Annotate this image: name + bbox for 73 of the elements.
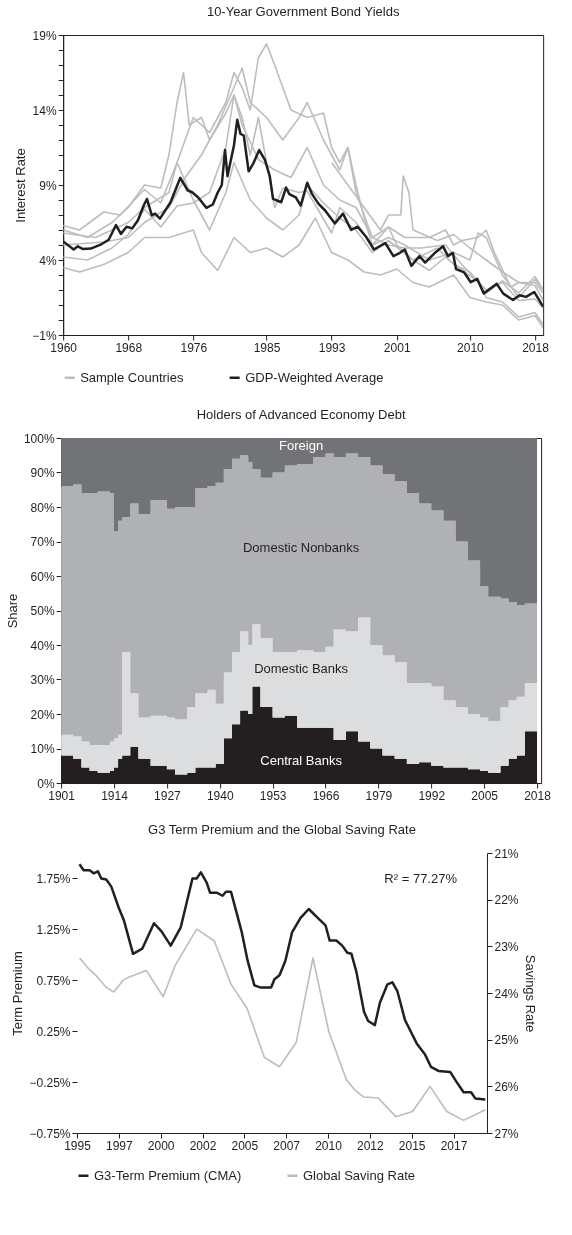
- x-tick-label: 2005: [471, 788, 499, 803]
- x-tick-label: 2001: [383, 340, 411, 355]
- annotation: R² = 77.27%: [384, 871, 458, 886]
- y2-tick-label: 26%: [494, 1079, 519, 1094]
- series-label: Domestic Banks: [254, 661, 349, 677]
- legend-label: G3-Term Premium (CMA): [93, 1167, 242, 1183]
- y-axis-title: Interest Rate: [13, 148, 29, 223]
- x-tick-label: 1985: [253, 340, 281, 355]
- y-axis-title: Term Premium: [10, 951, 26, 1036]
- chart-title: G3 Term Premium and the Global Saving Rate: [148, 822, 416, 837]
- y-tick-label: 20%: [30, 707, 55, 722]
- y-tick-label: 10%: [30, 742, 55, 756]
- series-label: Foreign: [279, 437, 324, 453]
- y-tick-label: 9%: [39, 178, 57, 193]
- y2-axis-title: Savings Rate: [522, 954, 538, 1033]
- x-tick-label: 1976: [180, 340, 208, 355]
- series-label: Central Banks: [260, 753, 343, 769]
- legend-label: Global Saving Rate: [302, 1167, 416, 1183]
- x-tick-label: 2010: [315, 1138, 343, 1153]
- y2-tick-label: 21%: [494, 846, 519, 861]
- x-tick-label: 1979: [365, 788, 393, 803]
- y-tick-label: −0.25%: [29, 1075, 71, 1090]
- y-tick-label: 14%: [32, 103, 57, 118]
- y2-tick-label: 23%: [494, 939, 519, 954]
- y-tick-label: −0.75%: [29, 1126, 71, 1141]
- y-tick-label: 100%: [23, 431, 55, 446]
- x-tick-label: 2002: [189, 1138, 217, 1153]
- y2-tick-label: 22%: [494, 893, 519, 908]
- x-tick-label: 2017: [440, 1138, 468, 1153]
- y2-tick-label: 27%: [494, 1126, 519, 1141]
- y-tick-label: 4%: [39, 253, 57, 268]
- y-tick-label: 0.25%: [36, 1024, 71, 1039]
- x-tick-label: 1953: [259, 788, 287, 803]
- x-tick-label: 2010: [457, 340, 485, 355]
- y-tick-label: 0%: [37, 776, 55, 791]
- x-tick-label: 2015: [398, 1138, 426, 1153]
- x-tick-label: 2000: [147, 1138, 175, 1153]
- x-tick-label: 1966: [312, 788, 340, 803]
- x-tick-label: 1993: [318, 340, 346, 355]
- x-tick-label: 1940: [206, 788, 234, 803]
- x-tick-label: 2012: [357, 1138, 385, 1153]
- y-tick-label: 60%: [30, 569, 55, 584]
- legend-label: GDP-Weighted Average: [245, 369, 384, 385]
- y-tick-label: 90%: [30, 466, 55, 480]
- y-axis-title: Share: [4, 593, 20, 629]
- y-tick-label: −1%: [32, 328, 57, 343]
- y2-tick-label: 25%: [494, 1033, 519, 1048]
- x-tick-label: 2018: [522, 340, 550, 355]
- chart-title: 10-Year Government Bond Yields: [206, 4, 400, 19]
- x-tick-label: 1992: [418, 788, 446, 803]
- series-label: Domestic Nonbanks: [242, 539, 360, 555]
- y-tick-label: 30%: [30, 673, 55, 687]
- x-tick-label: 1995: [64, 1138, 92, 1153]
- x-tick-label: 2005: [231, 1138, 259, 1153]
- y-tick-label: 19%: [32, 28, 57, 43]
- y-tick-label: 80%: [30, 500, 55, 515]
- y-tick-label: 0.75%: [36, 973, 71, 988]
- x-tick-label: 2018: [524, 788, 552, 803]
- x-tick-label: 1901: [48, 788, 76, 803]
- y-tick-label: 1.75%: [36, 871, 71, 886]
- y-tick-label: 1.25%: [36, 922, 71, 937]
- x-tick-label: 1927: [154, 788, 182, 803]
- x-tick-label: 1968: [115, 340, 143, 355]
- x-tick-label: 2007: [273, 1138, 301, 1153]
- y-tick-label: 70%: [30, 535, 55, 549]
- y2-tick-label: 24%: [494, 986, 519, 1001]
- x-tick-label: 1914: [101, 788, 129, 803]
- y-tick-label: 40%: [30, 638, 55, 653]
- x-tick-label: 1997: [105, 1138, 133, 1153]
- legend-label: Sample Countries: [80, 369, 184, 385]
- y-tick-label: 50%: [30, 604, 55, 618]
- chart-title: Holders of Advanced Economy Debt: [196, 407, 406, 422]
- x-tick-label: 1960: [50, 340, 78, 355]
